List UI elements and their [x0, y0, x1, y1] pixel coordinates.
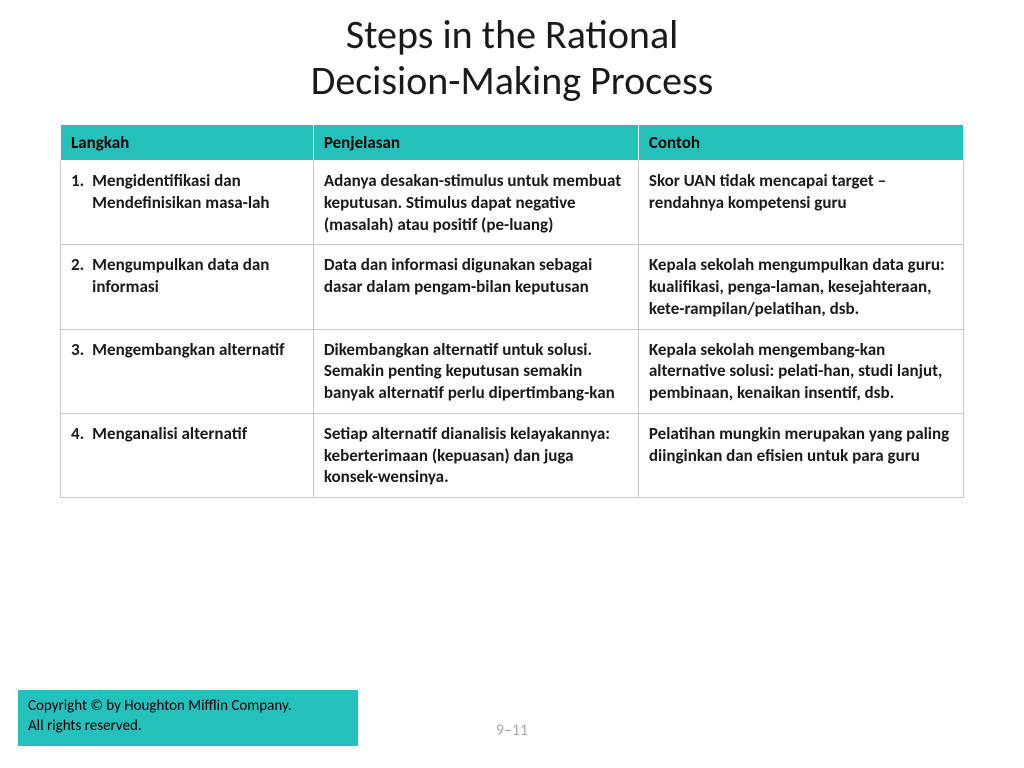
copyright-line-1: Copyright © by Houghton Mifflin Company.: [28, 697, 292, 715]
header-row: Langkah Penjelasan Contoh: [61, 125, 964, 161]
table-row: 2. Mengumpulkan data dan informasi Data …: [61, 245, 964, 329]
title-line-2: Decision-Making Process: [311, 56, 714, 105]
copyright-footer: Copyright © by Houghton Mifflin Company.…: [18, 690, 358, 747]
example-cell: Pelatihan mungkin merupakan yang paling …: [638, 413, 963, 497]
step-label: Mengidentifikasi dan Mendefinisikan masa…: [92, 170, 303, 214]
table-row: 3. Mengembangkan alternatif Dikembangkan…: [61, 329, 964, 413]
desc-cell: Dikembangkan alternatif untuk solusi. Se…: [313, 329, 638, 413]
example-cell: Skor UAN tidak mencapai target – rendahn…: [638, 161, 963, 245]
header-contoh: Contoh: [638, 125, 963, 161]
table-row: 1. Mengidentifikasi dan Mendefinisikan m…: [61, 161, 964, 245]
step-label: Mengumpulkan data dan informasi: [92, 254, 303, 298]
slide-title: Steps in the Rational Decision-Making Pr…: [0, 0, 1024, 104]
step-number: 1.: [71, 170, 84, 214]
desc-cell: Data dan informasi digunakan sebagai das…: [313, 245, 638, 329]
header-langkah: Langkah: [61, 125, 314, 161]
desc-cell: Adanya desakan-stimulus untuk membuat ke…: [313, 161, 638, 245]
desc-cell: Setiap alternatif dianalisis kelayakanny…: [313, 413, 638, 497]
table-row: 4. Menganalisi alternatif Setiap alterna…: [61, 413, 964, 497]
step-number: 2.: [71, 254, 84, 298]
example-cell: Kepala sekolah mengembang-kan alternativ…: [638, 329, 963, 413]
step-label: Menganalisi alternatif: [92, 423, 247, 445]
copyright-line-2: All rights reserved.: [28, 717, 142, 735]
step-cell: 2. Mengumpulkan data dan informasi: [61, 245, 314, 329]
step-cell: 4. Menganalisi alternatif: [61, 413, 314, 497]
step-label: Mengembangkan alternatif: [92, 339, 284, 361]
example-cell: Kepala sekolah mengumpulkan data guru: k…: [638, 245, 963, 329]
step-number: 4.: [71, 423, 84, 445]
page-number: 9–11: [496, 721, 528, 740]
steps-table: Langkah Penjelasan Contoh 1. Mengidentif…: [60, 124, 964, 498]
step-cell: 1. Mengidentifikasi dan Mendefinisikan m…: [61, 161, 314, 245]
header-penjelasan: Penjelasan: [313, 125, 638, 161]
step-number: 3.: [71, 339, 84, 361]
title-line-1: Steps in the Rational: [346, 10, 679, 59]
step-cell: 3. Mengembangkan alternatif: [61, 329, 314, 413]
table-container: Langkah Penjelasan Contoh 1. Mengidentif…: [60, 124, 964, 498]
